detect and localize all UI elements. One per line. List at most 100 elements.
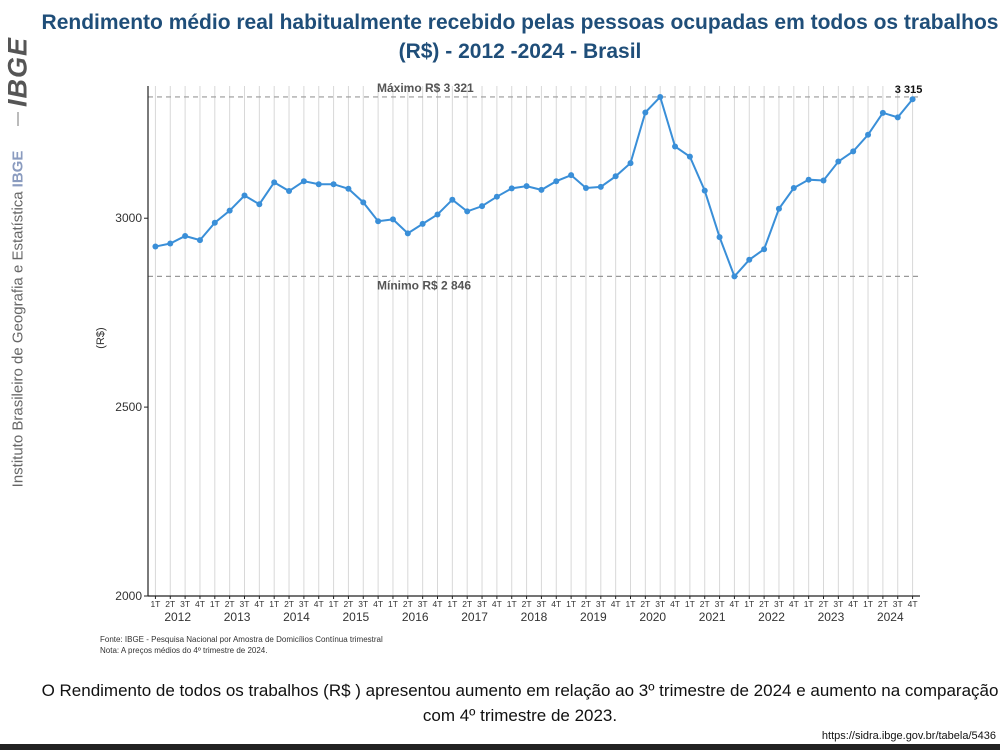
data-point bbox=[701, 187, 708, 194]
x-quarter-label: 2T bbox=[700, 599, 710, 609]
data-point bbox=[835, 158, 842, 165]
x-year-label: 2012 bbox=[164, 610, 191, 624]
source-url[interactable]: https://sidra.ibge.gov.br/tabela/5436 bbox=[821, 730, 996, 742]
x-year-label: 2021 bbox=[699, 610, 726, 624]
data-point bbox=[672, 143, 679, 150]
data-point bbox=[775, 205, 782, 212]
data-point bbox=[612, 173, 619, 180]
reference-lines bbox=[148, 96, 920, 277]
data-point bbox=[508, 185, 515, 192]
data-point bbox=[761, 246, 768, 253]
institute-name: Instituto Brasileiro de Geografia e Esta… bbox=[10, 151, 27, 488]
x-quarter-label: 2T bbox=[759, 599, 769, 609]
x-year-label: 2020 bbox=[639, 610, 666, 624]
x-quarter-label: 4T bbox=[492, 599, 502, 609]
data-point bbox=[894, 114, 901, 121]
data-point bbox=[731, 273, 738, 280]
data-point bbox=[568, 172, 575, 179]
x-quarter-label: 2T bbox=[581, 599, 591, 609]
chart-background bbox=[90, 76, 930, 636]
ibge-logo: IBGE bbox=[2, 36, 33, 108]
data-point bbox=[389, 216, 396, 223]
data-point bbox=[271, 179, 278, 186]
x-quarter-label: 3T bbox=[715, 599, 725, 609]
x-quarter-label: 4T bbox=[195, 599, 205, 609]
x-quarter-label: 1T bbox=[150, 599, 160, 609]
last-value-label: 3 315 bbox=[895, 84, 923, 96]
data-point bbox=[642, 109, 649, 116]
x-quarter-label: 1T bbox=[685, 599, 695, 609]
line-chart: 2000 2500 3000 (R$) 1T 2T 3T 4T 1T 2T 3T 4T 1T 2T 3T 4T… bbox=[90, 76, 930, 636]
data-point bbox=[879, 109, 886, 116]
x-quarter-label: 3T bbox=[655, 599, 665, 609]
data-point bbox=[211, 219, 218, 226]
x-quarter-label: 2T bbox=[284, 599, 294, 609]
data-point bbox=[538, 186, 545, 193]
y-tick-label: 3000 bbox=[115, 211, 142, 225]
x-quarter-label: 4T bbox=[729, 599, 739, 609]
x-quarter-label: 3T bbox=[596, 599, 606, 609]
x-year-label: 2014 bbox=[283, 610, 310, 624]
x-year-label: 2024 bbox=[877, 610, 904, 624]
x-quarter-label: 3T bbox=[833, 599, 843, 609]
data-point bbox=[493, 193, 500, 200]
institute-abbr: IBGE bbox=[9, 150, 27, 188]
institute-full-name: Instituto Brasileiro de Geografia e Esta… bbox=[9, 191, 27, 488]
data-point bbox=[790, 185, 797, 191]
data-point bbox=[820, 177, 827, 184]
x-year-label: 2019 bbox=[580, 610, 607, 624]
x-quarter-label: 3T bbox=[893, 599, 903, 609]
data-point bbox=[152, 243, 159, 250]
data-point bbox=[597, 183, 604, 190]
data-point bbox=[182, 232, 189, 239]
data-point bbox=[434, 211, 441, 218]
vertical-gridlines bbox=[154, 86, 914, 596]
x-quarter-label: 1T bbox=[744, 599, 754, 609]
sidebar: IBGE Instituto Brasileiro de Geografia e… bbox=[0, 0, 36, 750]
data-point bbox=[241, 192, 248, 199]
x-quarter-label: 2T bbox=[522, 599, 532, 609]
x-quarter-label: 3T bbox=[477, 599, 487, 609]
y-axis-label: (R$) bbox=[95, 327, 107, 348]
series-line bbox=[155, 95, 914, 279]
x-quarter-label: 1T bbox=[566, 599, 576, 609]
x-quarter-label: 2T bbox=[640, 599, 650, 609]
data-point bbox=[449, 196, 456, 203]
x-quarter-label: 4T bbox=[908, 599, 918, 609]
x-quarter-label: 1T bbox=[626, 599, 636, 609]
x-quarter-label: 4T bbox=[848, 599, 858, 609]
bottom-bar bbox=[0, 744, 1000, 750]
x-year-label: 2022 bbox=[758, 610, 785, 624]
x-quarter-label: 3T bbox=[418, 599, 428, 609]
x-quarter-label: 3T bbox=[180, 599, 190, 609]
x-quarter-label: 2T bbox=[343, 599, 353, 609]
data-point bbox=[375, 218, 382, 225]
data-point bbox=[909, 96, 916, 103]
data-point bbox=[464, 208, 471, 215]
data-point bbox=[716, 234, 723, 241]
data-point bbox=[523, 183, 530, 190]
x-quarter-label: 2T bbox=[403, 599, 413, 609]
x-quarter-label: 1T bbox=[804, 599, 814, 609]
x-quarter-label: 4T bbox=[611, 599, 621, 609]
x-year-label: 2013 bbox=[224, 610, 251, 624]
x-quarter-label: 1T bbox=[269, 599, 279, 609]
data-point bbox=[657, 93, 664, 100]
data-point bbox=[286, 188, 293, 195]
x-quarter-label: 1T bbox=[863, 599, 873, 609]
axes: 2000 2500 3000 (R$) 1T 2T 3T 4T 1T 2T 3T 4T 1T 2T 3T 4T… bbox=[95, 86, 920, 624]
x-year-label: 2018 bbox=[521, 610, 548, 624]
data-point bbox=[315, 181, 322, 188]
x-year-label: 2023 bbox=[818, 610, 845, 624]
x-quarter-label: 3T bbox=[299, 599, 309, 609]
x-quarter-label: 3T bbox=[358, 599, 368, 609]
x-quarter-label: 1T bbox=[447, 599, 457, 609]
data-point bbox=[479, 203, 486, 210]
x-quarter-label: 4T bbox=[551, 599, 561, 609]
data-point bbox=[226, 207, 233, 214]
data-point bbox=[419, 220, 426, 227]
x-quarter-label: 1T bbox=[210, 599, 220, 609]
series-income bbox=[152, 93, 916, 280]
x-quarter-label: 2T bbox=[165, 599, 175, 609]
data-point bbox=[300, 178, 307, 185]
